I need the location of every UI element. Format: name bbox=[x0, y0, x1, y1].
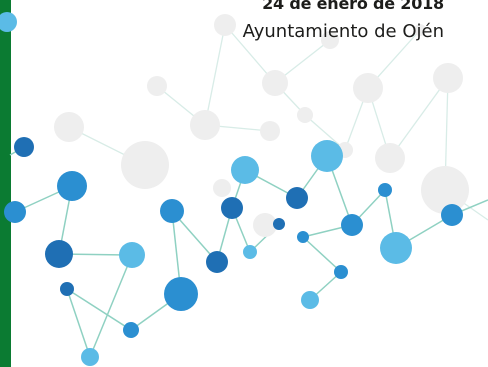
date-text: 24 de enero de 2018 bbox=[262, 0, 444, 13]
blue-nodes bbox=[0, 12, 463, 366]
organization-name: Ayuntamiento de Ojén bbox=[242, 21, 444, 42]
green-side-bar bbox=[0, 0, 11, 367]
grey-nodes bbox=[54, 14, 469, 237]
